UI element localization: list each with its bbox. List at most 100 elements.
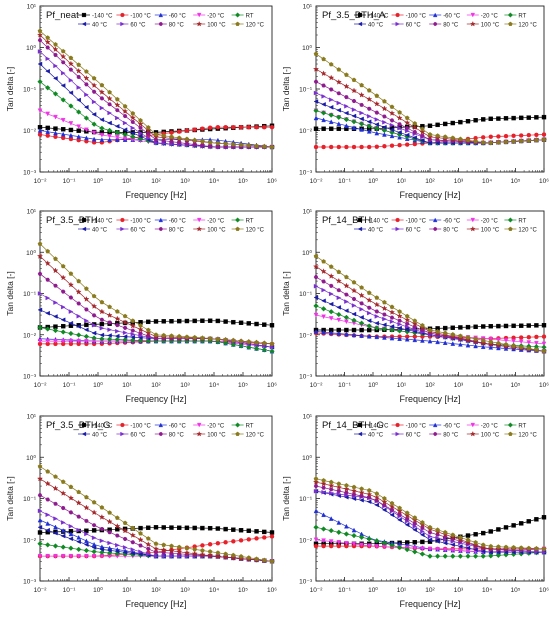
legend-label: 60 °C <box>406 227 422 233</box>
data-point <box>518 339 524 345</box>
data-point <box>389 324 395 329</box>
data-point <box>351 144 357 150</box>
x-tick-label: 10¹ <box>397 587 407 594</box>
data-point <box>359 306 365 312</box>
data-point <box>60 97 66 103</box>
data-point <box>465 342 471 348</box>
legend-label: 40 °C <box>92 227 108 233</box>
data-point <box>153 319 159 324</box>
data-point <box>84 318 89 324</box>
data-point <box>223 337 228 342</box>
data-point <box>465 537 471 542</box>
y-tick-label: 10⁻¹ <box>23 291 37 298</box>
data-point <box>382 299 387 305</box>
data-point <box>496 337 501 343</box>
data-point <box>373 494 380 501</box>
y-tick-label: 10⁻¹ <box>23 87 37 94</box>
data-point <box>321 512 326 517</box>
legend-marker <box>433 227 438 231</box>
legend-marker <box>357 217 363 223</box>
data-point <box>343 531 350 537</box>
data-point <box>329 144 334 150</box>
data-point <box>75 67 82 74</box>
data-point <box>465 119 471 124</box>
y-tick-label: 10¹ <box>303 209 313 216</box>
data-point <box>358 91 365 98</box>
data-point <box>84 554 89 559</box>
legend-marker <box>357 431 363 437</box>
data-point <box>91 330 97 336</box>
data-point <box>254 340 259 345</box>
data-point <box>254 556 259 561</box>
y-tick-label: 10⁻² <box>299 332 313 339</box>
data-point <box>427 553 433 559</box>
data-point <box>76 109 82 115</box>
data-point <box>374 125 380 131</box>
data-point <box>427 140 433 146</box>
data-point <box>450 135 456 140</box>
data-point <box>473 138 478 144</box>
data-point <box>176 318 182 324</box>
data-point <box>215 526 221 531</box>
data-point <box>45 554 51 559</box>
data-point <box>405 324 410 330</box>
legend-label: 100 °C <box>481 432 500 438</box>
data-point <box>480 339 487 346</box>
legend-label: -20 °C <box>481 423 499 429</box>
data-point <box>44 260 51 266</box>
data-point <box>192 142 197 147</box>
data-point <box>60 60 66 65</box>
data-point <box>238 553 244 559</box>
data-point <box>519 323 524 328</box>
data-point <box>262 125 267 130</box>
data-point <box>511 139 516 144</box>
data-point <box>68 121 74 126</box>
data-point <box>91 130 97 136</box>
x-tick-label: 10² <box>151 382 161 389</box>
data-point <box>427 537 433 543</box>
data-point <box>200 525 205 531</box>
data-point <box>336 144 341 150</box>
x-tick-label: 10² <box>425 587 435 594</box>
data-point <box>84 69 89 74</box>
data-point <box>389 118 395 123</box>
data-point <box>350 487 358 494</box>
data-point <box>496 340 501 346</box>
data-point <box>366 87 372 93</box>
data-point <box>389 104 395 109</box>
legend-marker <box>235 422 241 428</box>
data-point <box>313 488 319 494</box>
data-point <box>60 131 66 137</box>
data-point <box>68 67 74 72</box>
data-point <box>313 312 319 318</box>
data-point <box>114 523 121 529</box>
data-point <box>137 326 144 333</box>
data-point <box>106 95 113 102</box>
legend-label: RT <box>518 423 526 429</box>
data-point <box>269 348 275 354</box>
data-point <box>487 341 494 347</box>
data-point <box>389 143 395 148</box>
data-point <box>442 330 448 335</box>
data-point <box>130 134 136 140</box>
data-point <box>336 317 342 323</box>
data-point <box>130 130 136 136</box>
data-point <box>138 530 143 536</box>
data-point <box>230 341 236 348</box>
legend-marker <box>395 217 400 223</box>
data-point <box>419 532 425 538</box>
y-tick-label: 10⁰ <box>26 454 36 462</box>
data-point <box>404 512 411 519</box>
data-point <box>321 117 326 123</box>
legend-marker <box>395 226 400 232</box>
legend-label: 40 °C <box>368 227 384 233</box>
data-point <box>336 331 342 336</box>
data-point <box>351 297 357 301</box>
y-tick-label: 10⁻² <box>299 537 313 544</box>
data-point <box>107 548 112 553</box>
data-point <box>200 318 205 323</box>
data-point <box>184 128 190 133</box>
data-point <box>419 138 425 143</box>
data-point <box>404 546 410 553</box>
data-point <box>374 325 380 331</box>
